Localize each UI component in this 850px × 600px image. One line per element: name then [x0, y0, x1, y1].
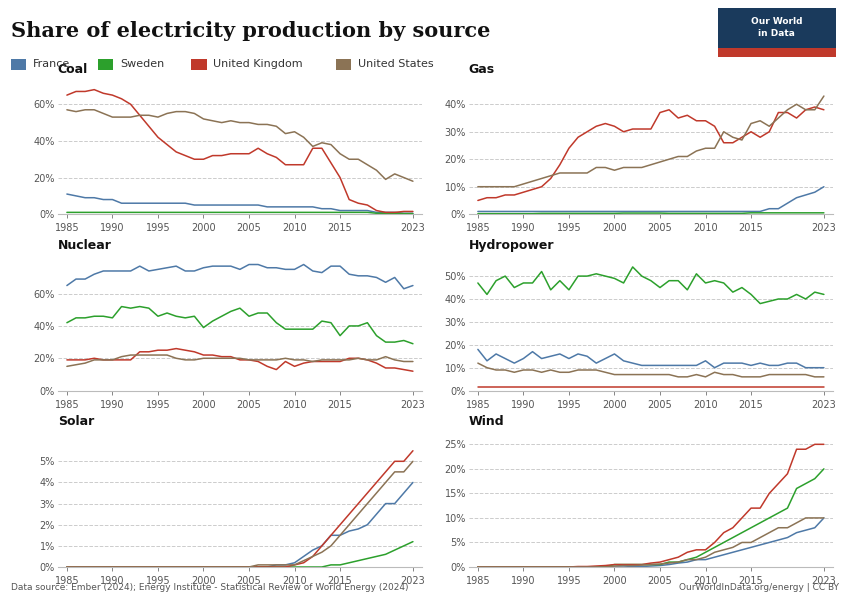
Text: Nuclear: Nuclear: [58, 239, 111, 252]
Text: United States: United States: [358, 59, 434, 69]
Text: Hydropower: Hydropower: [468, 239, 554, 252]
Text: United Kingdom: United Kingdom: [213, 59, 303, 69]
Text: Data source: Ember (2024); Energy Institute - Statistical Review of World Energy: Data source: Ember (2024); Energy Instit…: [11, 583, 409, 592]
Text: in Data: in Data: [758, 29, 796, 38]
Text: Sweden: Sweden: [120, 59, 164, 69]
Text: Gas: Gas: [468, 62, 495, 76]
Text: Share of electricity production by source: Share of electricity production by sourc…: [11, 21, 490, 41]
Text: France: France: [33, 59, 71, 69]
Text: Coal: Coal: [58, 62, 88, 76]
Text: Wind: Wind: [468, 415, 504, 428]
Text: Our World: Our World: [751, 17, 802, 26]
Text: OurWorldInData.org/energy | CC BY: OurWorldInData.org/energy | CC BY: [679, 583, 839, 592]
Text: Solar: Solar: [58, 415, 94, 428]
